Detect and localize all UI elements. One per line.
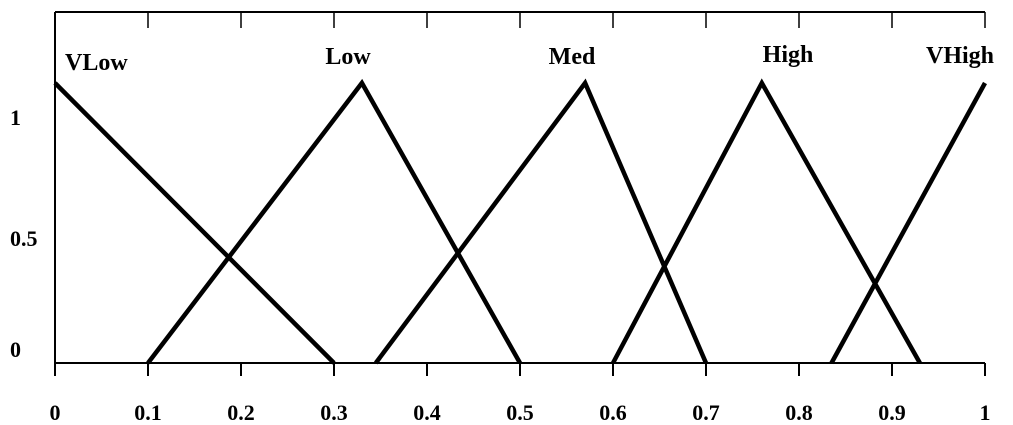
series-line-vhigh xyxy=(829,81,987,365)
series-line-low xyxy=(146,78,522,365)
plot-frame xyxy=(54,11,985,364)
series-labels: VLow Low Med High VHigh xyxy=(65,42,994,76)
series-label-vlow: VLow xyxy=(65,50,128,76)
series-line-med xyxy=(373,78,709,365)
series-label-high: High xyxy=(763,42,814,68)
x-tick-label: 1 xyxy=(980,400,991,425)
series-line-high xyxy=(611,78,922,365)
x-tick-label: 0 xyxy=(50,400,61,425)
x-tick-label: 0.4 xyxy=(413,400,441,425)
series-line-vlow xyxy=(53,81,336,365)
y-tick-label: 1 xyxy=(10,105,21,130)
x-tick-label: 0.2 xyxy=(227,400,255,425)
x-tick-label: 0.5 xyxy=(506,400,534,425)
x-tick-label: 0.7 xyxy=(692,400,720,425)
x-axis-ticks xyxy=(54,363,986,376)
x-tick-labels: 0 0.1 0.2 0.3 0.4 0.5 0.6 0.7 0.8 0.9 1 xyxy=(50,400,991,425)
series-label-low: Low xyxy=(325,44,371,70)
y-tick-labels: 00.51 xyxy=(10,105,38,362)
top-ticks xyxy=(147,12,986,28)
y-tick-label: 0 xyxy=(10,337,21,362)
series-label-vhigh: VHigh xyxy=(926,43,994,69)
x-tick-label: 0.9 xyxy=(878,400,906,425)
x-tick-label: 0.3 xyxy=(320,400,348,425)
y-tick-label: 0.5 xyxy=(10,226,38,251)
series-lines xyxy=(53,78,987,365)
x-tick-label: 0.8 xyxy=(785,400,813,425)
x-tick-label: 0.1 xyxy=(134,400,162,425)
x-tick-label: 0.6 xyxy=(599,400,627,425)
series-label-med: Med xyxy=(549,44,596,70)
